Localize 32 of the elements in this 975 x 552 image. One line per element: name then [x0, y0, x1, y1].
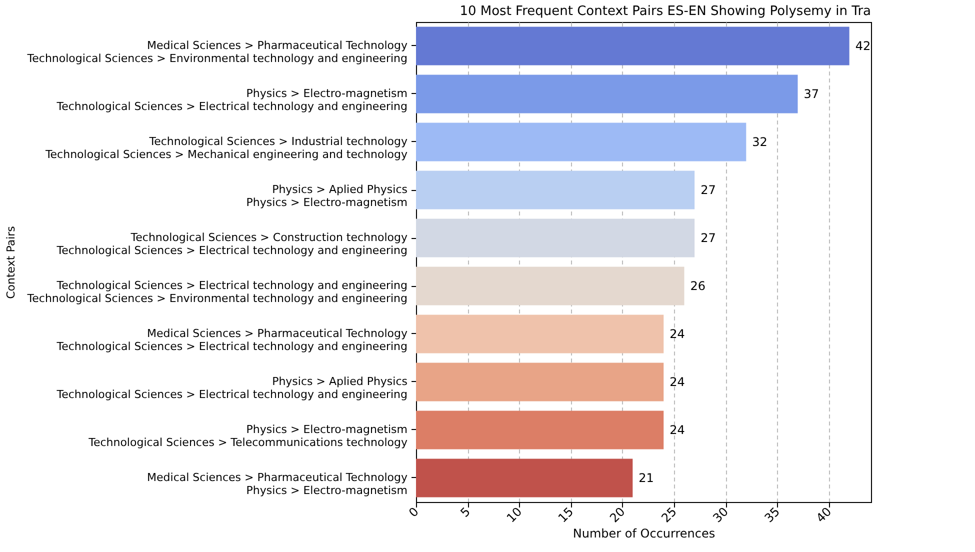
chart-title: 10 Most Frequent Context Pairs ES-EN Showing Polysemy in Tra — [460, 4, 871, 19]
x-tick-label: 20 — [607, 504, 628, 526]
data-label: 24 — [670, 423, 685, 437]
y-tick-label: Technological Sciences > Construction technology Technological Sciences > Electrical technology and engineering — [56, 231, 408, 257]
y-tick-label: Physics > Electro-magnetism Technological Sciences > Telecommunications technology — [88, 423, 408, 449]
data-label: 24 — [670, 327, 685, 341]
y-tick-label: Physics > Aplied Physics Physics > Electro-magnetism — [246, 183, 408, 209]
x-tick-label: 10 — [504, 504, 525, 526]
y-tick-label: Technological Sciences > Industrial technology Technological Sciences > Mechanical engineering and technology — [44, 135, 408, 161]
x-tick-label: 40 — [813, 504, 834, 526]
x-tick-label: 25 — [658, 504, 680, 526]
y-axis-title: Context Pairs — [4, 226, 18, 299]
data-label: 27 — [700, 183, 716, 197]
y-tick-label: Technological Sciences > Electrical technology and engineering Technological Sciences > Environmental technology and engineering — [26, 279, 408, 305]
data-label: 32 — [752, 135, 768, 149]
data-label: 26 — [690, 279, 706, 293]
y-tick-label: Physics > Electro-magnetism Technological Sciences > Electrical technology and engineering — [56, 87, 408, 113]
x-axis-title: Number of Occurrences — [572, 526, 716, 541]
data-label: 24 — [670, 375, 685, 389]
y-tick-label: Medical Sciences > Pharmaceutical Technology Technological Sciences > Environmental technology and engineering — [26, 39, 408, 65]
data-label: 42 — [855, 39, 871, 53]
y-tick-label: Physics > Aplied Physics Technological Sciences > Electrical technology and engineering — [56, 375, 408, 401]
y-tick-label: Medical Sciences > Pharmaceutical Technology Technological Sciences > Electrical technology and engineering — [56, 327, 408, 353]
data-label: 37 — [804, 87, 820, 101]
x-tick-label: 30 — [710, 504, 731, 526]
data-label: 21 — [638, 471, 654, 485]
x-tick-label: 35 — [762, 504, 783, 526]
x-tick-label: 5 — [458, 504, 474, 520]
x-tick-label: 15 — [556, 504, 576, 526]
data-label: 27 — [700, 231, 716, 245]
x-tick-label: 0 — [406, 504, 422, 520]
y-tick-label: Medical Sciences > Pharmaceutical Technology Physics > Electro-magnetism — [147, 471, 408, 497]
